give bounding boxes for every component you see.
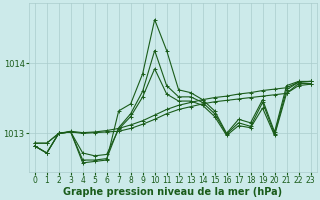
X-axis label: Graphe pression niveau de la mer (hPa): Graphe pression niveau de la mer (hPa) bbox=[63, 187, 282, 197]
